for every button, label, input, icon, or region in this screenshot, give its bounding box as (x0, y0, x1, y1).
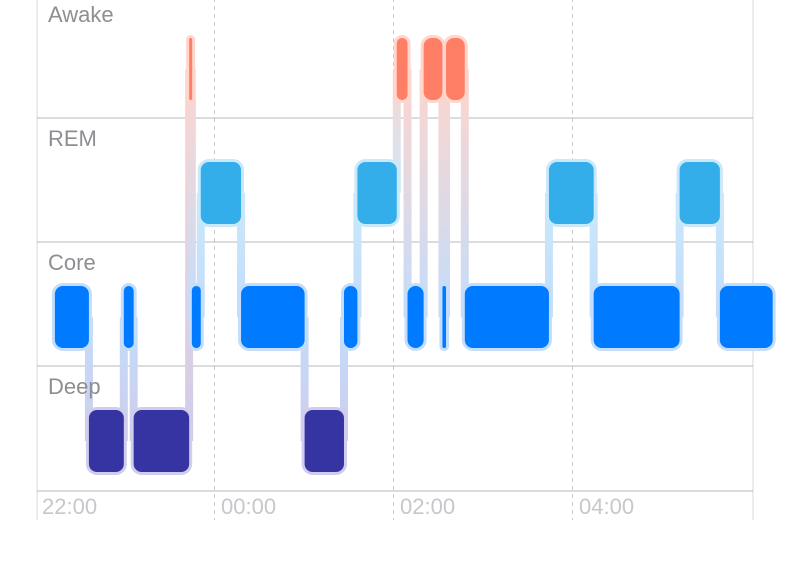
x-tick-label: 22:00 (42, 494, 97, 519)
stage-transition (460, 69, 469, 317)
segment-awake (446, 38, 465, 100)
stage-transition (353, 193, 362, 317)
stage-transition (392, 69, 401, 193)
stage-transition (403, 69, 412, 317)
stage-transition (339, 317, 348, 441)
stage-transition (84, 317, 93, 441)
stage-transition (419, 69, 428, 317)
segment-rem (548, 162, 594, 224)
segment-deep (88, 410, 124, 472)
segment-core (719, 286, 773, 348)
segment-deep (304, 410, 344, 472)
segment-core (54, 286, 89, 348)
segment-awake (396, 38, 408, 100)
x-tick-label: 04:00 (579, 494, 634, 519)
stage-transition (544, 193, 553, 317)
segment-core (442, 286, 447, 348)
segment-core (343, 286, 358, 348)
stage-transitions (84, 69, 724, 441)
segment-deep (133, 410, 190, 472)
stage-label-rem: REM (48, 126, 97, 151)
stage-label-deep: Deep (48, 374, 101, 399)
stage-transition (196, 193, 205, 317)
stage-transition (187, 69, 196, 317)
stage-transition (675, 193, 684, 317)
segment-awake (423, 38, 443, 100)
stage-transition (237, 193, 246, 317)
segment-core (191, 286, 201, 348)
stage-transition (300, 317, 309, 441)
stage-label-awake: Awake (48, 2, 114, 27)
stage-segments (51, 35, 776, 475)
segment-core (464, 286, 549, 348)
stage-transition (129, 317, 138, 441)
x-tick-label: 00:00 (221, 494, 276, 519)
segment-rem (679, 162, 720, 224)
labels: Awake REM Core Deep 22:00 00:00 02:00 04… (42, 2, 634, 519)
segment-core (407, 286, 424, 348)
stage-transition (715, 193, 724, 317)
stage-transition (589, 193, 598, 317)
stage-transition (442, 69, 451, 317)
segment-rem (200, 162, 242, 224)
segment-core (123, 286, 134, 348)
x-tick-label: 02:00 (400, 494, 455, 519)
segment-awake (189, 38, 193, 100)
segment-rem (357, 162, 397, 224)
segment-core (593, 286, 680, 348)
stage-label-core: Core (48, 250, 96, 275)
stage-transition (119, 317, 128, 441)
grid (36, 0, 754, 520)
segment-core (241, 286, 305, 348)
